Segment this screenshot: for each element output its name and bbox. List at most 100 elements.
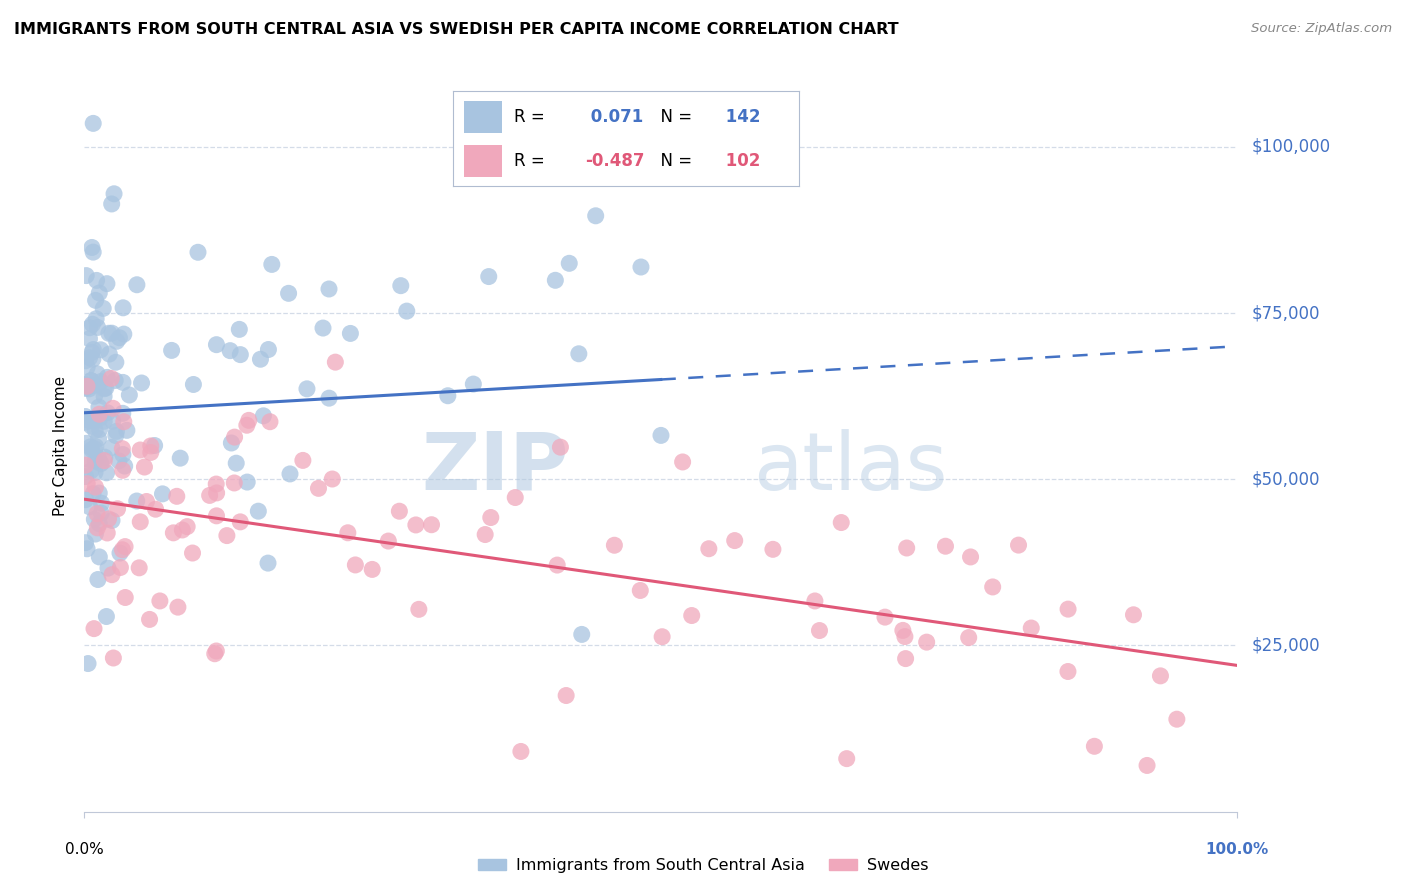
- Point: [96, 277, 118, 291]
- Point: [111, 463, 134, 477]
- Point: [77, 657, 100, 671]
- Point: [87, 451, 110, 466]
- Point: [388, 504, 411, 518]
- Legend: Immigrants from South Central Asia, Swedes: Immigrants from South Central Asia, Swed…: [471, 852, 935, 880]
- Point: [603, 538, 626, 552]
- Point: [80, 379, 103, 393]
- Text: IMMIGRANTS FROM SOUTH CENTRAL ASIA VS SWEDISH PER CAPITA INCOME CORRELATION CHAR: IMMIGRANTS FROM SOUTH CENTRAL ASIA VS SW…: [14, 22, 898, 37]
- Point: [79, 351, 101, 365]
- Point: [90, 496, 112, 510]
- Point: [111, 406, 134, 420]
- Point: [84, 454, 107, 468]
- Point: [558, 256, 581, 270]
- Point: [101, 401, 124, 416]
- Point: [80, 374, 103, 388]
- Point: [891, 624, 914, 638]
- Point: [145, 502, 167, 516]
- Point: [79, 382, 101, 396]
- Point: [344, 558, 367, 572]
- Point: [249, 352, 271, 367]
- Point: [89, 549, 111, 564]
- Point: [630, 260, 652, 274]
- Point: [219, 343, 242, 358]
- Text: ZIP: ZIP: [422, 429, 568, 507]
- Point: [291, 453, 314, 467]
- Point: [205, 477, 228, 491]
- Point: [75, 409, 97, 424]
- Point: [82, 343, 104, 357]
- Point: [325, 355, 347, 369]
- Text: Source: ZipAtlas.com: Source: ZipAtlas.com: [1251, 22, 1392, 36]
- Point: [86, 273, 108, 287]
- Point: [238, 413, 260, 427]
- Point: [808, 624, 831, 638]
- Point: [229, 348, 252, 362]
- Point: [101, 414, 124, 428]
- Point: [125, 494, 148, 508]
- Point: [84, 423, 107, 437]
- Point: [1019, 621, 1042, 635]
- Point: [111, 448, 134, 462]
- Point: [550, 440, 572, 454]
- Point: [479, 510, 502, 524]
- Point: [187, 245, 209, 260]
- Point: [90, 506, 112, 520]
- Point: [79, 500, 101, 514]
- Point: [77, 452, 100, 467]
- Point: [104, 374, 127, 388]
- Point: [103, 186, 125, 201]
- Point: [183, 377, 205, 392]
- Point: [555, 689, 578, 703]
- Point: [628, 583, 651, 598]
- Point: [89, 486, 111, 500]
- Point: [111, 542, 134, 557]
- Point: [100, 371, 122, 385]
- Point: [110, 560, 132, 574]
- Point: [93, 389, 115, 403]
- Point: [114, 458, 136, 473]
- Point: [1149, 669, 1171, 683]
- Point: [724, 533, 747, 548]
- Point: [89, 516, 111, 531]
- Text: $25,000: $25,000: [1251, 637, 1320, 655]
- Point: [205, 486, 228, 500]
- Point: [509, 744, 531, 758]
- Point: [650, 428, 672, 442]
- Point: [308, 481, 330, 495]
- Point: [89, 407, 111, 421]
- Point: [86, 320, 108, 334]
- Point: [94, 381, 117, 395]
- Point: [957, 631, 980, 645]
- Point: [118, 388, 141, 402]
- Point: [82, 318, 104, 332]
- Point: [80, 442, 103, 457]
- Point: [90, 343, 112, 357]
- Point: [76, 379, 98, 393]
- Point: [108, 454, 131, 468]
- Point: [205, 644, 228, 658]
- Point: [225, 456, 247, 470]
- Point: [181, 546, 204, 560]
- Point: [84, 466, 107, 480]
- Point: [546, 558, 568, 572]
- Point: [835, 751, 858, 765]
- Point: [94, 450, 117, 465]
- Point: [278, 467, 301, 481]
- Point: [98, 347, 121, 361]
- Point: [112, 415, 135, 429]
- Point: [873, 610, 896, 624]
- Point: [77, 413, 100, 427]
- Point: [90, 375, 112, 389]
- Point: [198, 488, 221, 502]
- Point: [86, 521, 108, 535]
- Text: $50,000: $50,000: [1251, 470, 1320, 488]
- Point: [83, 622, 105, 636]
- Point: [84, 311, 107, 326]
- Point: [79, 320, 101, 334]
- Point: [160, 343, 183, 358]
- Point: [128, 561, 150, 575]
- Point: [361, 562, 384, 576]
- Point: [1083, 739, 1105, 754]
- Point: [247, 504, 270, 518]
- Point: [377, 534, 399, 549]
